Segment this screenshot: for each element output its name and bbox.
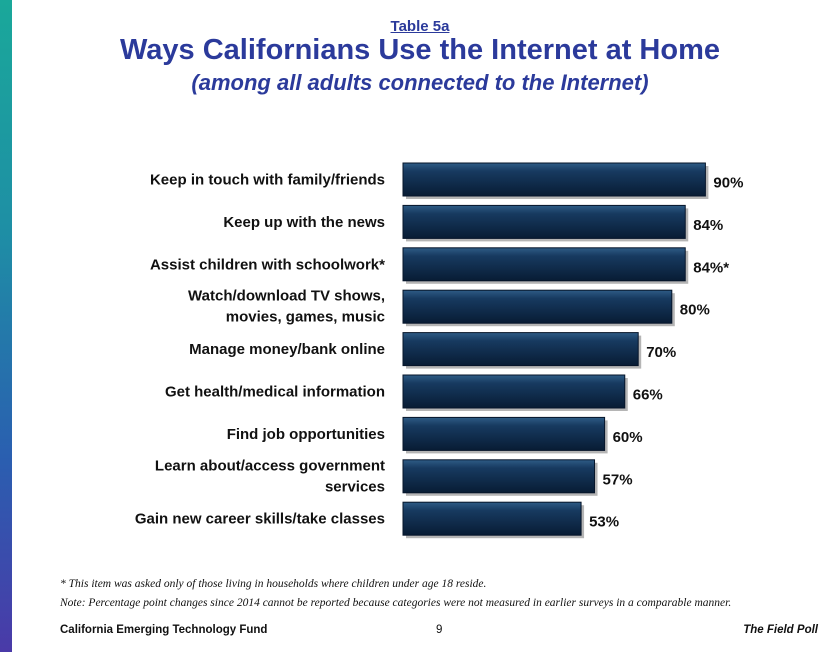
- bar-4: [402, 332, 639, 367]
- bar-5: [402, 374, 626, 409]
- bar-6: [402, 416, 606, 451]
- footer-source: The Field Poll: [743, 624, 818, 636]
- bar-8: [402, 501, 582, 536]
- value-label-1: 84%: [693, 217, 723, 234]
- category-label-8: Gain new career skills/take classes: [135, 511, 385, 528]
- footnote-note: Note: Percentage point changes since 201…: [60, 597, 732, 609]
- table-number: Table 5a: [390, 18, 450, 35]
- category-label-4: Manage money/bank online: [189, 341, 385, 358]
- value-label-4: 70%: [646, 344, 676, 361]
- bar-chart: 90% Keep in touch with family/friends 84% K…: [135, 162, 743, 539]
- footnote-asterisk: * This item was asked only of those livi…: [60, 578, 487, 590]
- footer-organization: California Emerging Technology Fund: [60, 624, 268, 636]
- bars-layer: 90% Keep in touch with family/friends 84% K…: [135, 162, 743, 539]
- category-label-7: Learn about/access government services: [155, 457, 385, 495]
- category-label-3: Watch/download TV shows, movies, games, m…: [188, 288, 385, 326]
- category-label-0: Keep in touch with family/friends: [150, 172, 385, 189]
- bar-2: [402, 247, 686, 282]
- value-label-5: 66%: [633, 387, 663, 404]
- category-label-6: Find job opportunities: [227, 426, 385, 443]
- category-label-5: Get health/medical information: [165, 384, 385, 401]
- category-label-1: Keep up with the news: [223, 214, 385, 231]
- chart-subtitle: (among all adults connected to the Inter…: [191, 70, 649, 95]
- value-label-3: 80%: [680, 302, 710, 319]
- value-label-0: 90%: [713, 175, 743, 192]
- category-label-2: Assist children with schoolwork*: [150, 256, 385, 273]
- bar-7: [402, 459, 596, 494]
- bar-0: [402, 162, 706, 197]
- decorative-side-bar: [0, 0, 12, 652]
- value-label-7: 57%: [603, 471, 633, 488]
- value-label-2: 84%*: [693, 259, 729, 276]
- value-label-6: 60%: [613, 429, 643, 446]
- bar-3: [402, 289, 673, 324]
- bar-1: [402, 204, 686, 239]
- value-label-8: 53%: [589, 514, 619, 531]
- chart-title: Ways Californians Use the Internet at Ho…: [119, 34, 720, 66]
- page-number: 9: [436, 624, 443, 636]
